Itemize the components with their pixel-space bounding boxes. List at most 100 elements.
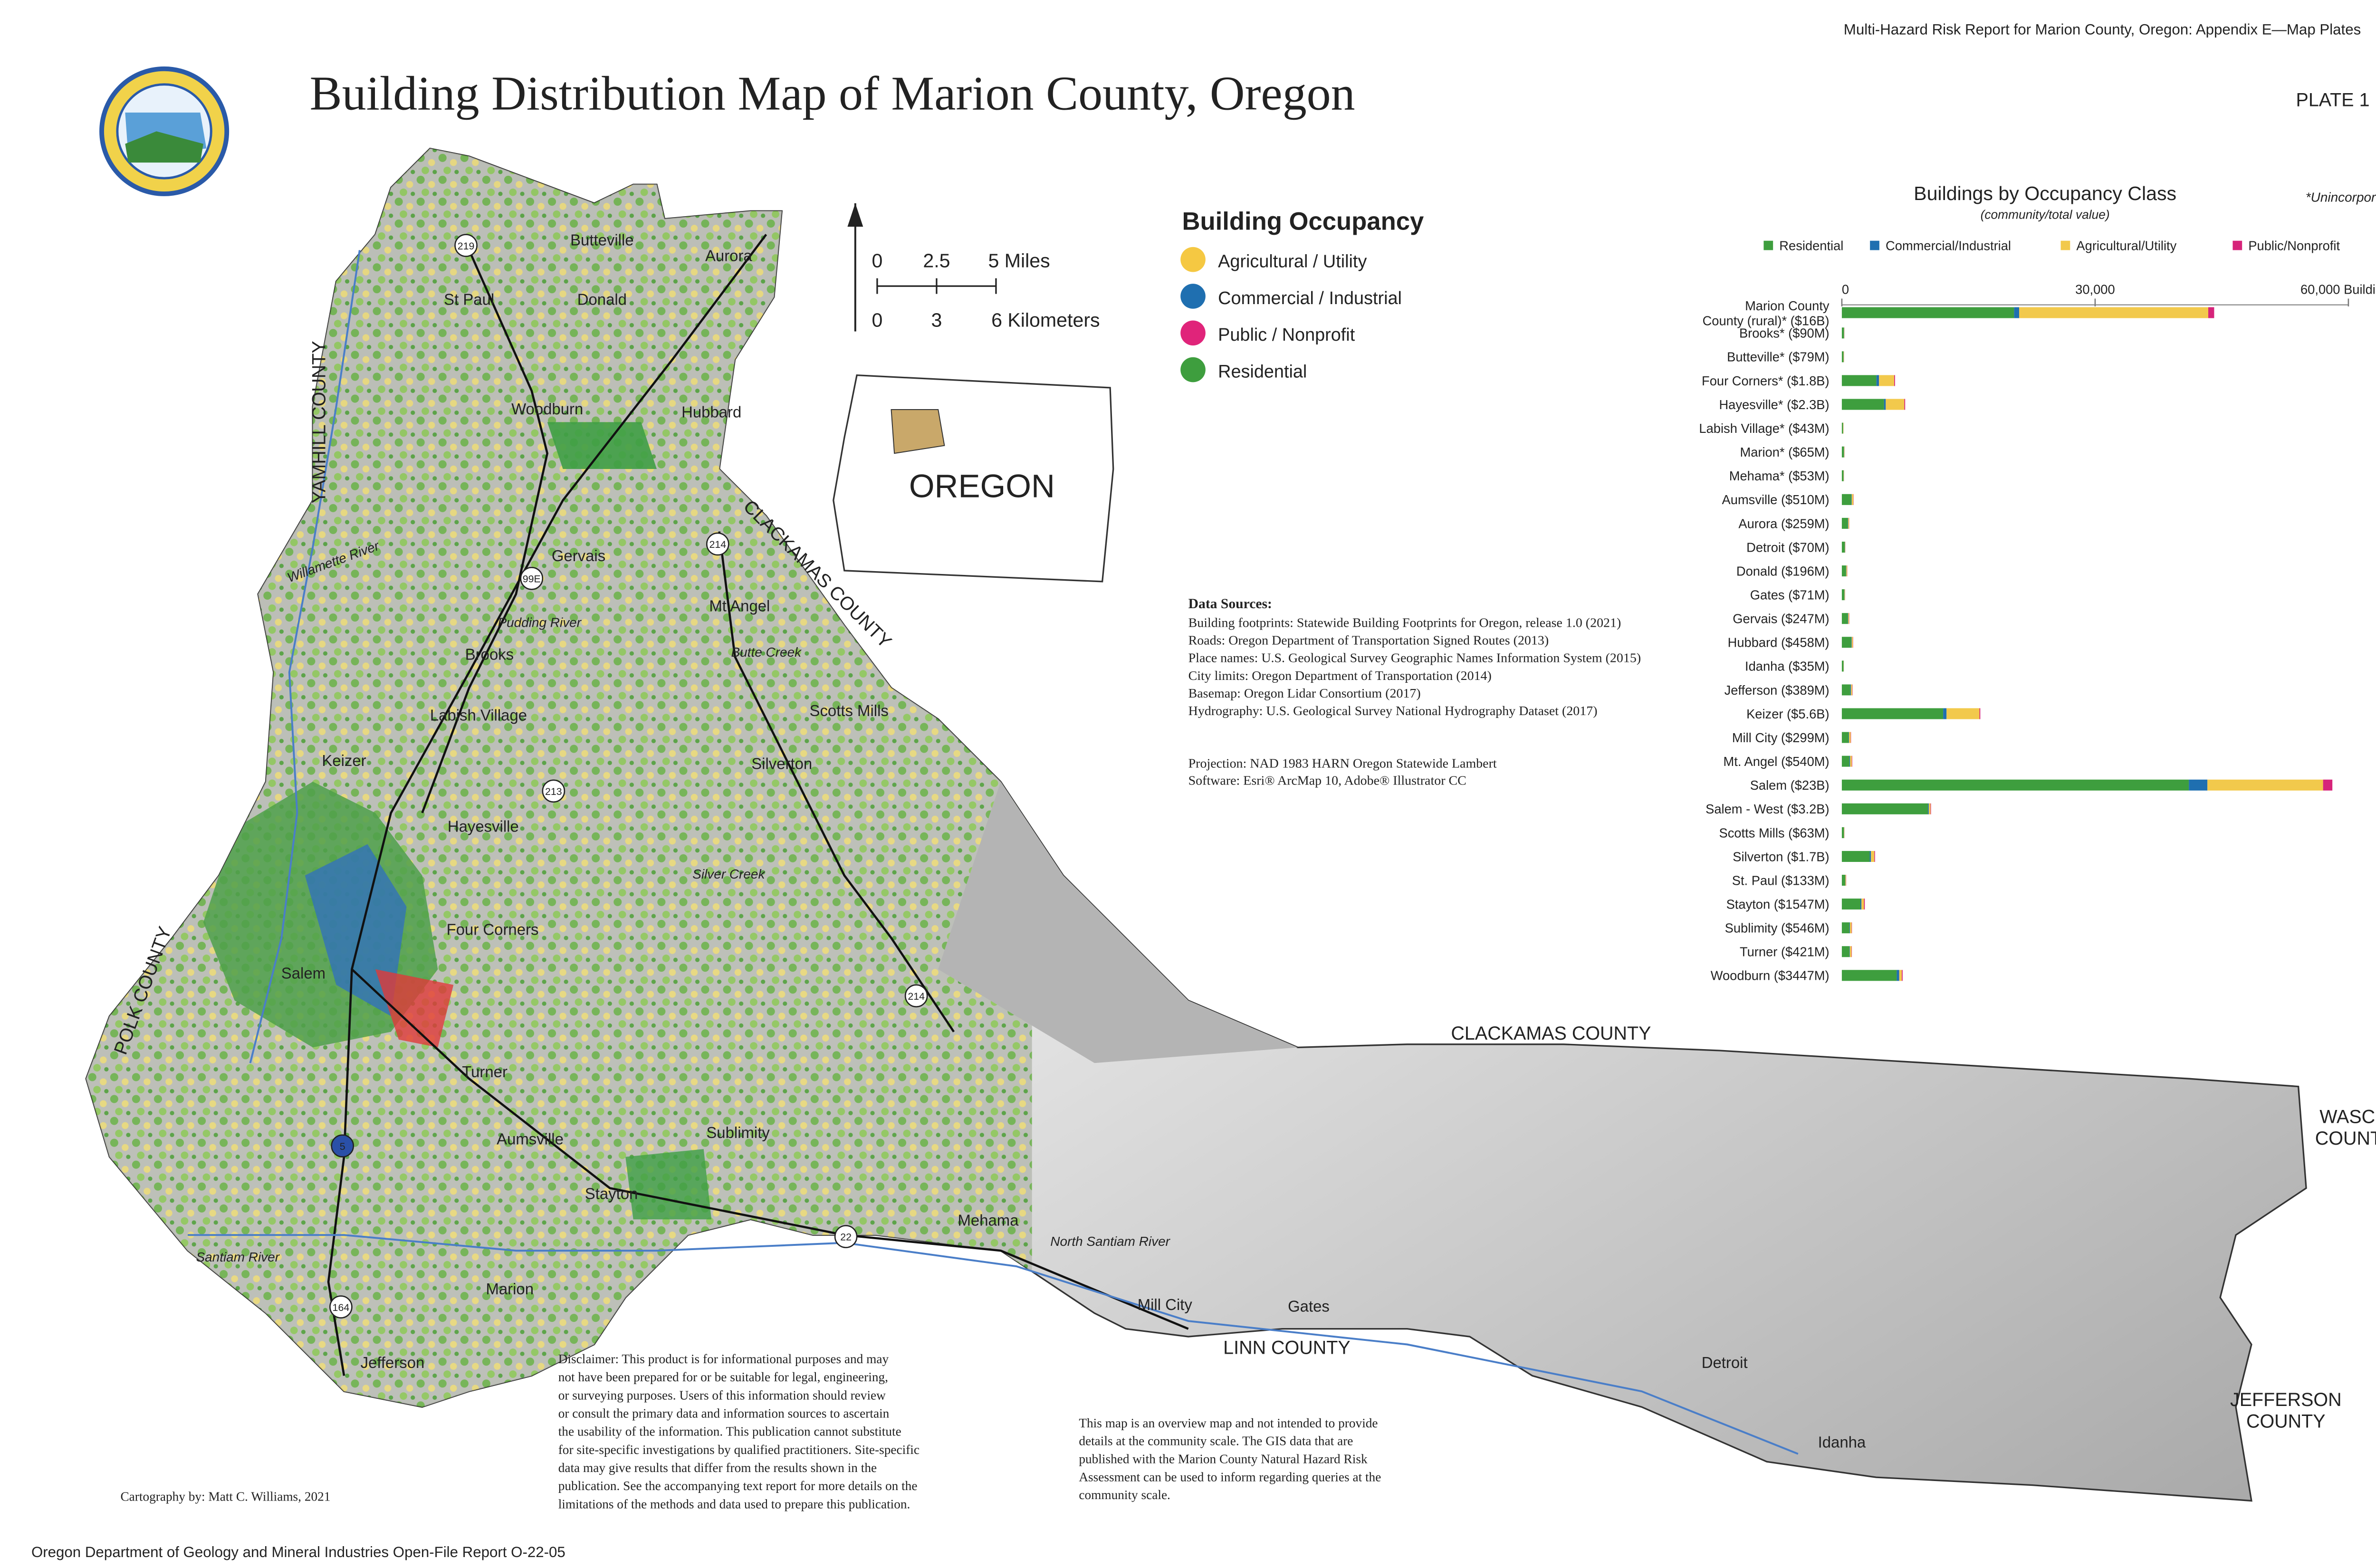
legend-swatch xyxy=(1763,240,1773,250)
bar-segment xyxy=(1928,803,1931,814)
legend-swatch xyxy=(1180,320,1206,346)
bar-segment xyxy=(1874,851,1875,862)
category-label: Donald ($196M) xyxy=(1736,564,1830,578)
north-arrow xyxy=(847,203,863,332)
highway-label: 214 xyxy=(709,539,726,550)
category-label: Gervais ($247M) xyxy=(1733,612,1829,626)
scale-km: 6 Kilometers xyxy=(991,309,1100,331)
legend-label: Commercial/Industrial xyxy=(1886,238,2011,253)
bar-segment xyxy=(1879,375,1895,386)
legend-label: Residential xyxy=(1779,238,1843,253)
legend-label: Residential xyxy=(1218,362,1307,382)
category-label: Silverton ($1.7B) xyxy=(1733,849,1829,864)
disclaimer-line: data may give results that differ from t… xyxy=(558,1461,877,1475)
place-label: Gates xyxy=(1288,1297,1330,1315)
stayton-area xyxy=(625,1149,712,1220)
bar-segment xyxy=(1841,827,1844,838)
sources-line: Basemap: Oregon Lidar Consortium (2017) xyxy=(1188,686,1421,701)
bar-segment xyxy=(1849,922,1852,934)
chart-subtitle: (community/total value) xyxy=(1981,208,2110,222)
disclaimer-line: not have been prepared for or be suitabl… xyxy=(558,1370,888,1384)
river-label: Silver Creek xyxy=(692,867,766,881)
rivers xyxy=(187,250,1799,1455)
category-label: Mill City ($299M) xyxy=(1732,730,1830,745)
category-label: Aurora ($259M) xyxy=(1738,516,1829,531)
bar-segment xyxy=(2208,307,2214,318)
legend-label: Commercial / Industrial xyxy=(1218,288,1402,308)
bar-segment xyxy=(2189,779,2208,791)
highway-label: 213 xyxy=(545,786,562,797)
bar-segment xyxy=(1849,946,1852,957)
bar-segment xyxy=(1846,565,1847,577)
bar-segment xyxy=(1841,517,1848,529)
bar-segment xyxy=(1841,541,1845,553)
place-label: Gervais xyxy=(552,547,605,564)
bar-segment xyxy=(1841,613,1848,624)
note-line: published with the Marion County Natural… xyxy=(1079,1452,1368,1466)
category-label: Sublimity ($546M) xyxy=(1725,921,1830,936)
bar-segment xyxy=(1852,684,1853,696)
place-label: Silverton xyxy=(751,755,812,773)
note-line: Assessment can be used to inform regardi… xyxy=(1079,1470,1381,1484)
highway-shield xyxy=(331,1134,354,1158)
place-label: Stayton xyxy=(585,1185,638,1203)
inset-label: OREGON xyxy=(909,467,1055,504)
bar-segment xyxy=(2019,307,2208,318)
place-label: Detroit xyxy=(1702,1354,1748,1371)
highway-label: 219 xyxy=(458,240,475,252)
bar-segment xyxy=(1841,565,1846,577)
highway-label: 22 xyxy=(840,1232,852,1243)
bar-segment xyxy=(1848,613,1849,624)
bar-segment xyxy=(1841,307,2014,318)
county-label: CLACKAMAS COUNTY xyxy=(1451,1023,1651,1044)
bar-segment xyxy=(1851,494,1854,505)
highway-shield xyxy=(904,984,928,1008)
bar-segment xyxy=(2207,779,2323,791)
bar-segment xyxy=(1884,399,1886,410)
bar-segment xyxy=(1841,375,1877,386)
bar-segment xyxy=(1841,922,1849,934)
note-line: details at the community scale. The GIS … xyxy=(1079,1434,1353,1448)
highway-shield xyxy=(542,779,565,803)
bar-segment xyxy=(1853,494,1854,505)
bar-segment xyxy=(1943,708,1947,719)
woodburn-area xyxy=(547,422,657,469)
disclaimer-line: the usability of the information. This p… xyxy=(558,1425,901,1439)
category-label: Jefferson ($389M) xyxy=(1725,683,1830,698)
category-label: Detroit ($70M) xyxy=(1746,540,1829,555)
chart-title: Buildings by Occupancy Class xyxy=(1914,182,2176,204)
place-label: Jefferson xyxy=(361,1354,425,1371)
highway-label: 99E xyxy=(523,574,541,585)
legend-swatch xyxy=(1870,240,1879,250)
sources-line: Roads: Oregon Department of Transportati… xyxy=(1188,633,1549,648)
place-label: Hubbard xyxy=(681,403,741,421)
category-label: Marion County County (rural)* ($16B) xyxy=(1703,298,1830,328)
county-label: LINN COUNTY xyxy=(1223,1337,1351,1358)
bar-segment xyxy=(1861,899,1864,910)
bar-segment xyxy=(1851,684,1852,696)
bar-segment xyxy=(1841,899,1861,910)
bar-segment xyxy=(1841,875,1846,886)
sources-line: Place names: U.S. Geological Survey Geog… xyxy=(1188,651,1641,666)
category-label: Salem ($23B) xyxy=(1750,778,1830,793)
scale-km: 3 xyxy=(931,309,942,331)
bar-segment xyxy=(1841,327,1844,339)
legend-title: Building Occupancy xyxy=(1182,208,1424,236)
place-label: Sublimity xyxy=(706,1124,770,1141)
bar-segment xyxy=(1844,327,1845,339)
bar-segment xyxy=(1841,589,1845,601)
sources-title: Data Sources: xyxy=(1188,596,1272,612)
inset-map xyxy=(833,374,1114,583)
x-tick-label: 0 xyxy=(1842,282,1849,297)
category-label: Labish Village* ($43M) xyxy=(1699,421,1829,436)
bar-segment xyxy=(1860,899,1862,910)
bar-segment xyxy=(1897,970,1899,981)
category-label: Aumsville ($510M) xyxy=(1722,492,1830,507)
bar-segment xyxy=(2014,307,2020,318)
bar-segment xyxy=(1904,399,1906,410)
category-label: Hayesville* ($2.3B) xyxy=(1719,397,1829,412)
county-label: YAMHILL COUNTY xyxy=(308,341,329,503)
bar-segment xyxy=(1871,851,1875,862)
category-label: Woodburn ($3447M) xyxy=(1711,968,1830,983)
category-label: Scotts Mills ($63M) xyxy=(1719,825,1830,840)
